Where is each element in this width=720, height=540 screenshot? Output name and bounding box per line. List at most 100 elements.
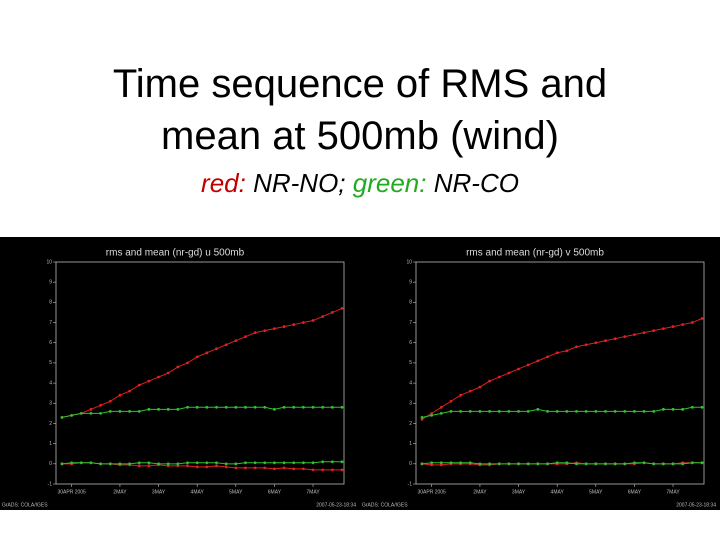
data-point: [128, 409, 131, 413]
data-point: [330, 405, 334, 409]
data-point: [147, 379, 151, 383]
data-point: [671, 325, 675, 328]
data-point: [292, 461, 296, 465]
y-tick-label: 3: [409, 401, 412, 407]
data-point: [215, 461, 218, 465]
data-point: [449, 461, 453, 465]
y-tick-label: 0: [49, 461, 52, 467]
data-point: [555, 461, 559, 465]
data-point: [186, 461, 189, 465]
data-point: [292, 405, 296, 409]
data-point: [613, 409, 617, 413]
chart-title: rms and mean (nr-gd) u 500mb: [106, 248, 245, 259]
data-point: [690, 405, 694, 409]
data-point: [176, 464, 180, 468]
data-point: [565, 409, 569, 413]
data-point: [488, 462, 491, 466]
data-point: [594, 409, 598, 413]
data-point: [633, 333, 636, 337]
data-point: [661, 327, 665, 330]
data-point: [118, 409, 122, 413]
data-point: [526, 409, 530, 413]
x-tick-label: 2MAY: [473, 489, 487, 495]
data-point: [546, 355, 549, 359]
data-point: [205, 405, 209, 409]
x-tick-label: 3MAY: [152, 489, 166, 495]
data-point: [79, 411, 83, 415]
data-point: [195, 405, 199, 409]
data-point: [604, 339, 607, 343]
data-point: [526, 462, 530, 466]
y-tick-label: 9: [49, 280, 52, 286]
data-point: [166, 407, 170, 411]
data-point: [263, 461, 267, 465]
x-tick-label: 7MAY: [306, 489, 320, 495]
charts: rms and mean (nr-gd) u 500mb -1 0 1 2 3 4 5 6 7 8 9…: [0, 237, 720, 510]
data-point: [478, 409, 482, 413]
y-tick-label: -1: [408, 481, 413, 487]
data-point: [623, 462, 627, 466]
data-point: [661, 462, 665, 466]
y-tick-label: 1: [49, 441, 52, 447]
data-point: [690, 461, 694, 465]
y-tick-label: 10: [46, 259, 52, 265]
data-point: [700, 317, 704, 320]
data-point: [282, 405, 286, 409]
data-point: [244, 405, 247, 409]
data-point: [330, 460, 334, 464]
data-point: [282, 466, 286, 470]
data-point: [584, 462, 588, 466]
data-point: [536, 462, 540, 466]
data-point: [642, 331, 646, 335]
data-point: [681, 407, 685, 411]
data-point: [642, 409, 646, 413]
data-point: [661, 407, 665, 411]
x-tick-label: 5MAY: [229, 489, 243, 495]
data-point: [70, 413, 74, 417]
data-point: [89, 411, 93, 415]
y-tick-label: 4: [49, 380, 52, 386]
data-point: [166, 371, 170, 375]
data-point: [311, 319, 315, 322]
data-point: [205, 461, 209, 465]
data-point: [186, 361, 189, 365]
data-point: [536, 407, 540, 411]
data-point: [166, 462, 170, 466]
data-point: [565, 349, 569, 353]
data-point: [340, 307, 344, 310]
data-point: [459, 409, 463, 413]
data-point: [652, 409, 656, 413]
data-point: [604, 462, 607, 466]
data-point: [497, 375, 501, 379]
data-point: [507, 409, 511, 413]
data-point: [224, 462, 228, 466]
data-point: [468, 461, 472, 465]
data-point: [613, 337, 617, 341]
x-tick-label: 3MAY: [512, 489, 526, 495]
data-point: [430, 463, 434, 467]
plot-frame: [415, 261, 705, 485]
data-point: [478, 462, 482, 466]
data-point: [282, 461, 286, 465]
data-point: [128, 462, 131, 466]
data-point: [340, 405, 344, 409]
data-point: [118, 462, 122, 466]
data-point: [273, 467, 276, 471]
data-point: [166, 464, 170, 468]
y-tick-label: 7: [49, 320, 52, 326]
data-point: [157, 375, 160, 379]
y-tick-label: 8: [49, 300, 52, 306]
x-tick-label: 2MAY: [113, 489, 127, 495]
data-point: [137, 464, 141, 468]
data-point: [507, 462, 511, 466]
data-point: [584, 409, 588, 413]
data-point: [108, 462, 112, 466]
y-tick-label: 2: [49, 421, 52, 427]
data-point: [517, 409, 520, 413]
data-point: [263, 329, 267, 333]
data-point: [623, 335, 627, 339]
data-point: [273, 407, 276, 411]
data-point: [147, 461, 151, 465]
series-line: [61, 307, 343, 418]
data-point: [517, 462, 520, 466]
